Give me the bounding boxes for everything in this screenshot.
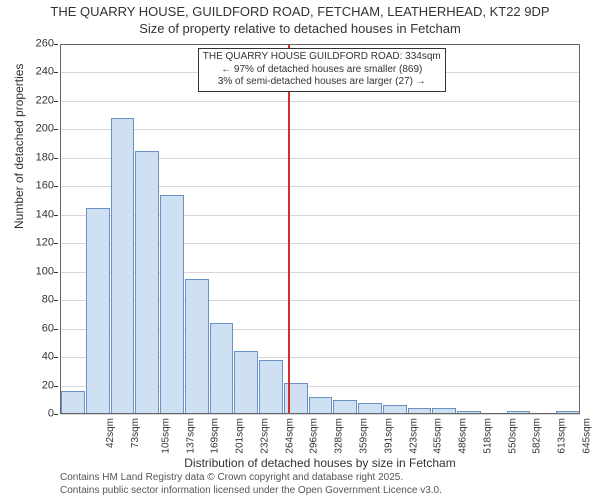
footer-line-2: Contains public sector information licen… bbox=[60, 485, 442, 498]
histogram-bar bbox=[135, 151, 159, 414]
histogram-bar bbox=[259, 360, 283, 414]
y-tick-label: 20 bbox=[42, 380, 54, 391]
y-tick-label: 140 bbox=[36, 209, 54, 220]
x-tick-label: 423sqm bbox=[409, 418, 419, 454]
histogram-bar bbox=[210, 323, 234, 414]
y-tick-label: 40 bbox=[42, 352, 54, 363]
y-tick-label: 240 bbox=[36, 67, 54, 78]
y-tick-label: 80 bbox=[42, 295, 54, 306]
histogram-bar bbox=[61, 391, 85, 414]
x-tick-label: 105sqm bbox=[161, 418, 171, 454]
x-tick-label: 169sqm bbox=[211, 418, 221, 454]
x-tick-label: 201sqm bbox=[236, 418, 246, 454]
y-tick-label: 260 bbox=[36, 39, 54, 50]
chart-title-main: THE QUARRY HOUSE, GUILDFORD ROAD, FETCHA… bbox=[0, 0, 600, 21]
y-tick-label: 200 bbox=[36, 124, 54, 135]
annotation-line-1: THE QUARRY HOUSE GUILDFORD ROAD: 334sqm bbox=[203, 51, 441, 64]
y-tick-label: 160 bbox=[36, 181, 54, 192]
x-tick-label: 264sqm bbox=[285, 418, 295, 454]
x-tick-label: 42sqm bbox=[106, 418, 116, 448]
x-tick-label: 550sqm bbox=[508, 418, 518, 454]
x-tick-label: 455sqm bbox=[434, 418, 444, 454]
marker-line bbox=[288, 44, 290, 414]
histogram-bar bbox=[185, 279, 209, 414]
histogram-bar bbox=[383, 405, 407, 414]
footer-line-1: Contains HM Land Registry data © Crown c… bbox=[60, 472, 442, 485]
histogram-bar bbox=[234, 351, 258, 414]
bars-group bbox=[60, 44, 580, 414]
histogram-bar bbox=[358, 403, 382, 414]
x-axis-label: Distribution of detached houses by size … bbox=[60, 456, 580, 470]
annotation-box: THE QUARRY HOUSE GUILDFORD ROAD: 334sqm … bbox=[198, 48, 446, 92]
x-tick-label: 518sqm bbox=[483, 418, 493, 454]
chart-container: THE QUARRY HOUSE, GUILDFORD ROAD, FETCHA… bbox=[0, 0, 600, 500]
chart-title-sub: Size of property relative to detached ho… bbox=[0, 21, 600, 38]
x-tick-label: 391sqm bbox=[384, 418, 394, 454]
x-tick-label: 645sqm bbox=[582, 418, 592, 454]
x-tick-label: 582sqm bbox=[533, 418, 543, 454]
x-tick-label: 137sqm bbox=[186, 418, 196, 454]
histogram-bar bbox=[86, 208, 110, 414]
x-tick-label: 328sqm bbox=[335, 418, 345, 454]
x-tick-label: 486sqm bbox=[459, 418, 469, 454]
histogram-bar bbox=[111, 118, 135, 414]
y-tick-label: 60 bbox=[42, 323, 54, 334]
x-tick-label: 613sqm bbox=[558, 418, 568, 454]
histogram-bar bbox=[333, 400, 357, 414]
y-axis: 020406080100120140160180200220240260 bbox=[0, 44, 58, 414]
y-tick-label: 120 bbox=[36, 238, 54, 249]
histogram-bar bbox=[309, 397, 333, 414]
annotation-line-2: ← 97% of detached houses are smaller (86… bbox=[203, 64, 441, 77]
plot-area: THE QUARRY HOUSE GUILDFORD ROAD: 334sqm … bbox=[60, 44, 580, 414]
x-tick-label: 232sqm bbox=[261, 418, 271, 454]
y-tick-label: 180 bbox=[36, 152, 54, 163]
y-tick-label: 100 bbox=[36, 266, 54, 277]
x-tick-label: 359sqm bbox=[360, 418, 370, 454]
y-tick-label: 220 bbox=[36, 95, 54, 106]
x-tick-label: 73sqm bbox=[131, 418, 141, 448]
annotation-line-3: 3% of semi-detached houses are larger (2… bbox=[203, 76, 441, 89]
x-tick-label: 296sqm bbox=[310, 418, 320, 454]
histogram-bar bbox=[160, 195, 184, 414]
footer-attribution: Contains HM Land Registry data © Crown c… bbox=[60, 472, 442, 497]
